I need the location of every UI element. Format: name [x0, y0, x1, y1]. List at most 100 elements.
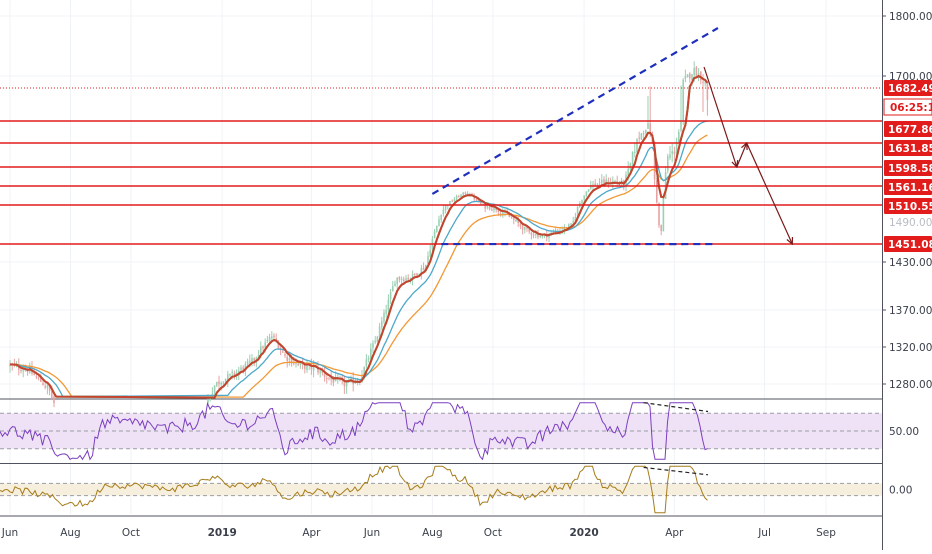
candle-body: [295, 362, 297, 365]
date-axis-label: 2019: [208, 527, 237, 539]
candle-body: [484, 203, 486, 209]
rsi-divergence-line[interactable]: [643, 402, 709, 413]
candle-body: [526, 227, 528, 229]
date-axis-label: 2020: [569, 527, 598, 539]
candle-body: [464, 192, 467, 194]
candle-body: [442, 209, 445, 215]
candle-body: [642, 133, 645, 135]
projection-arrow[interactable]: [736, 142, 748, 168]
candle-body: [246, 361, 249, 365]
candle-body: [574, 217, 577, 222]
candle-body: [321, 370, 324, 373]
candle-body: [394, 283, 396, 287]
candle-body: [528, 229, 530, 232]
rsi-pane[interactable]: [0, 401, 882, 461]
candle-body: [640, 133, 643, 140]
candle-body: [475, 199, 478, 201]
candle-body: [541, 235, 544, 237]
candle-body: [400, 278, 403, 281]
oscillator-tick-label: 0.00: [889, 485, 912, 497]
candle-body: [627, 168, 629, 176]
candle-body: [634, 151, 636, 153]
candle-body: [418, 273, 420, 275]
candle-body: [700, 71, 702, 81]
candle-body: [411, 273, 414, 281]
candle-body: [486, 205, 489, 208]
candle-body: [653, 142, 656, 180]
candle-body: [240, 367, 242, 370]
level-price-label: 1510.554: [888, 201, 932, 213]
date-axis-label: Jun: [363, 527, 380, 539]
candle-body: [539, 235, 541, 237]
oscillator-divergence-line[interactable]: [643, 466, 709, 476]
level-price-label-bg: [884, 160, 932, 176]
candle-body: [691, 74, 693, 81]
candle-body: [618, 183, 621, 185]
candle-body: [372, 343, 374, 348]
candle-body: [40, 376, 42, 382]
price-tick-label: 1800.000: [889, 11, 932, 23]
candle-body: [42, 382, 44, 386]
candle-body: [299, 363, 302, 366]
price-pane[interactable]: [0, 27, 882, 408]
candle-body: [455, 196, 458, 200]
candle-body: [222, 383, 225, 385]
candle-body: [277, 342, 280, 349]
candle-body: [603, 179, 605, 185]
candle-body: [508, 214, 511, 217]
candle-body: [493, 206, 495, 211]
level-price-label: 1598.586: [888, 163, 932, 175]
candle-body: [20, 369, 22, 372]
candle-body: [638, 137, 640, 139]
candle-body: [288, 358, 291, 360]
countdown-badge: [883, 98, 932, 116]
grid-lines: [0, 0, 882, 514]
candle-body: [387, 299, 390, 311]
candle-body: [438, 219, 440, 227]
candle-body: [515, 219, 517, 221]
candle-body: [587, 189, 590, 192]
candle-body: [264, 342, 266, 349]
candle-body: [671, 151, 673, 154]
level-price-label: 1451.084: [888, 239, 932, 251]
candle-body: [374, 340, 376, 343]
candle-body: [323, 373, 326, 377]
candle-body: [537, 233, 539, 238]
level-price-label: 1561.165: [888, 182, 932, 194]
candle-body: [583, 195, 585, 200]
candle-body: [510, 217, 513, 219]
candle-body: [330, 376, 332, 380]
candle-body: [519, 223, 522, 227]
projection-arrow[interactable]: [746, 142, 793, 245]
candle-body: [601, 179, 603, 184]
candle-body: [590, 185, 592, 189]
oscillator-pane[interactable]: [0, 465, 882, 514]
candle-body: [35, 376, 38, 378]
date-axis-label: Aug: [60, 527, 81, 539]
candle-body: [568, 224, 570, 229]
date-axis-label: Jun: [1, 527, 18, 539]
candle-body: [290, 357, 293, 364]
date-axis-label: Apr: [302, 527, 321, 539]
candle-body: [370, 348, 372, 360]
date-axis-label: Sep: [816, 527, 836, 539]
candle-body: [563, 226, 566, 231]
projection-arrow[interactable]: [703, 66, 738, 168]
candle-body: [675, 141, 678, 154]
candle-body: [598, 184, 601, 186]
moving-average-line: [9, 74, 709, 399]
candle-body: [570, 223, 572, 225]
candle-body: [686, 74, 689, 78]
candle-body: [631, 151, 634, 165]
level-price-label-bg: [884, 140, 932, 156]
candle-body: [282, 351, 284, 353]
candle-body: [249, 360, 251, 362]
price-tick-label: 1320.000: [889, 342, 932, 354]
candle-body: [317, 367, 319, 373]
level-price-label: 1682.497: [888, 83, 932, 95]
candle-body: [319, 370, 321, 374]
date-axis-label: Oct: [122, 527, 140, 539]
